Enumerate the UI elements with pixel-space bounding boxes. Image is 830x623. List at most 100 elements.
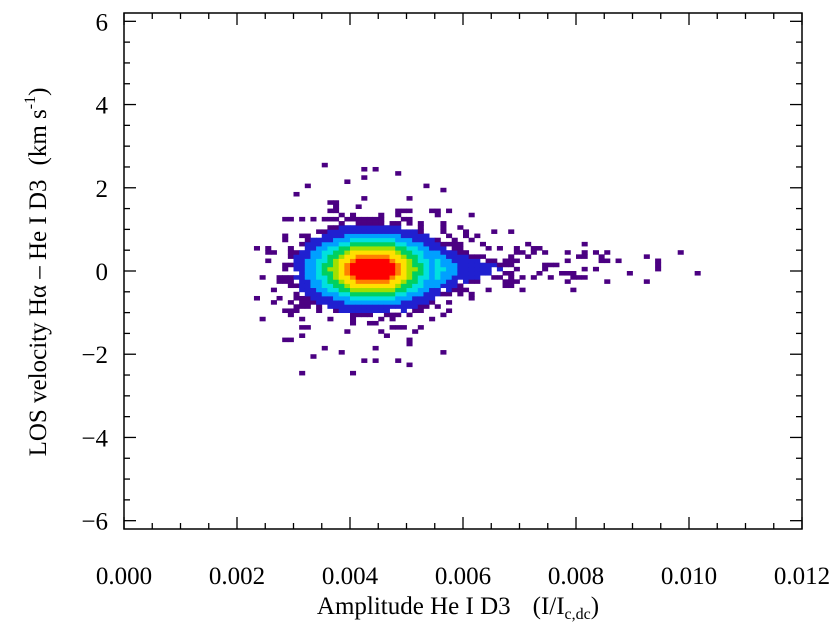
density-cell <box>383 312 390 318</box>
density-cell <box>378 279 385 284</box>
density-cell <box>327 254 334 259</box>
density-cell <box>333 291 340 297</box>
density-cell <box>355 221 362 226</box>
density-cell <box>355 275 362 280</box>
density-cell <box>463 250 470 255</box>
density-cell <box>508 283 515 289</box>
density-cell <box>372 266 379 272</box>
density-cell <box>338 283 345 289</box>
density-cell <box>372 271 379 276</box>
density-cell <box>423 262 430 268</box>
density-cell <box>321 271 328 276</box>
density-cell <box>355 254 362 259</box>
density-cell <box>310 354 317 359</box>
density-cell <box>389 312 396 318</box>
density-cell <box>383 241 390 247</box>
density-cell <box>361 262 368 268</box>
density-cell <box>316 300 323 305</box>
density-cell <box>389 271 396 276</box>
density-cell <box>406 362 413 368</box>
density-cell <box>536 246 543 251</box>
density-cell <box>344 229 351 234</box>
density-cell <box>372 308 379 314</box>
density-cell <box>333 216 340 222</box>
density-cell <box>463 266 470 272</box>
density-cell <box>287 254 294 259</box>
density-cell <box>355 271 362 276</box>
density-cell <box>389 241 396 247</box>
density-cell <box>513 246 520 251</box>
density-cell <box>321 279 328 284</box>
density-cell <box>406 287 413 293</box>
density-cell <box>304 266 311 272</box>
x-tick-label: 0.004 <box>322 563 379 590</box>
density-cell <box>361 196 368 201</box>
density-cell <box>299 271 306 276</box>
density-cell <box>304 258 311 264</box>
density-cell <box>417 300 424 305</box>
density-cell <box>321 300 328 305</box>
density-cell <box>508 279 515 284</box>
density-cell <box>474 262 481 268</box>
density-cell <box>338 291 345 297</box>
density-cell <box>429 237 436 243</box>
density-cell <box>417 287 424 293</box>
density-cell <box>417 325 424 330</box>
density-cell <box>355 300 362 305</box>
density-cell <box>344 291 351 297</box>
density-cell <box>389 300 396 305</box>
density-cell <box>304 295 311 301</box>
density-cell <box>299 262 306 268</box>
density-cell <box>287 275 294 280</box>
density-cell <box>429 266 436 272</box>
density-cell <box>389 275 396 280</box>
density-cell <box>423 275 430 280</box>
density-cell <box>485 258 492 264</box>
density-cell <box>451 271 458 276</box>
density-cell <box>468 262 475 268</box>
density-cell <box>338 275 345 280</box>
density-cell <box>626 271 633 276</box>
density-cell <box>350 275 357 280</box>
density-cell <box>304 304 311 309</box>
density-cell <box>378 271 385 276</box>
density-cell <box>513 266 520 272</box>
density-cell <box>293 191 300 197</box>
density-cell <box>412 258 419 264</box>
density-cell <box>581 250 588 255</box>
density-cell <box>287 246 294 251</box>
density-cell <box>468 279 475 284</box>
density-cell <box>366 262 373 268</box>
density-cell <box>338 221 345 226</box>
density-cell <box>440 262 447 268</box>
density-cell <box>350 283 357 289</box>
density-cell <box>451 283 458 289</box>
density-cell <box>446 308 453 314</box>
density-cell <box>434 279 441 284</box>
density-cell <box>310 246 317 251</box>
density-cell <box>333 283 340 289</box>
density-cell <box>423 237 430 243</box>
density-cell <box>361 237 368 243</box>
density-cell <box>378 291 385 297</box>
density-cell <box>406 229 413 234</box>
density-cell <box>417 295 424 301</box>
density-cell <box>350 308 357 314</box>
density-cell <box>395 221 402 226</box>
density-cell <box>265 258 272 264</box>
density-cell <box>513 250 520 255</box>
density-cell <box>361 166 368 172</box>
density-cell <box>395 287 402 293</box>
density-cell <box>282 233 289 239</box>
density-cell <box>406 312 413 318</box>
density-cell <box>400 216 407 222</box>
density-cell <box>485 271 492 276</box>
density-cell <box>423 271 430 276</box>
density-cell <box>327 229 334 234</box>
density-cell <box>400 241 407 247</box>
density-cell <box>372 233 379 239</box>
density-cell <box>299 300 306 305</box>
density-cell <box>333 287 340 293</box>
density-cell <box>293 250 300 255</box>
density-cell <box>446 283 453 289</box>
